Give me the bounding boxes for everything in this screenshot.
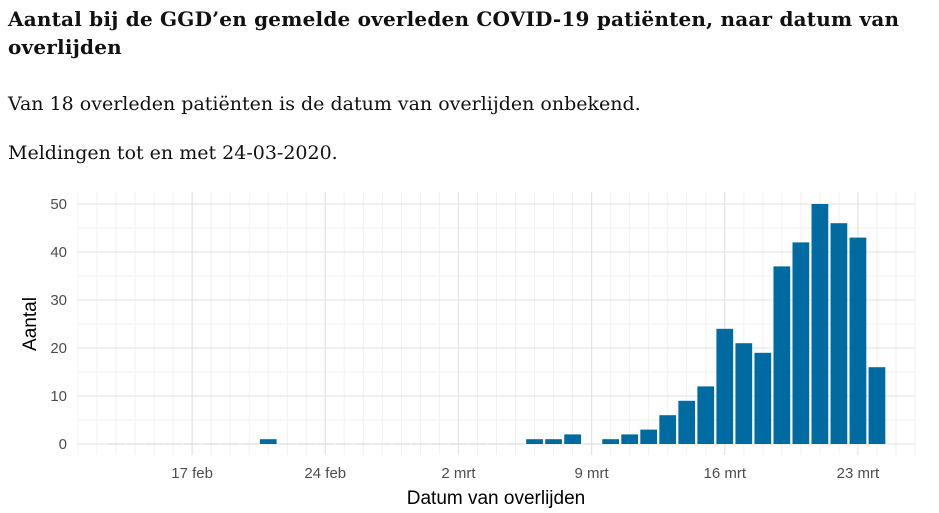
chart-title: Aantal bij de GGD’en gemelde overleden C… — [8, 7, 900, 59]
bars — [107, 204, 886, 445]
bar — [773, 266, 791, 444]
x-tick-label: 17 feb — [171, 465, 213, 482]
bar — [640, 429, 658, 444]
x-tick-label: 24 feb — [304, 465, 346, 482]
x-tick-label: 16 mrt — [704, 465, 747, 482]
bar — [259, 439, 277, 444]
x-axis-ticks: 17 feb 24 feb 2 mrt 9 mrt 16 mrt 23 mrt — [171, 465, 880, 482]
chart-subtitle-unknown-date: Van 18 overleden patiënten is de datum v… — [8, 93, 641, 115]
y-axis-title: Aantal — [20, 297, 41, 351]
y-tick-label: 0 — [59, 436, 67, 453]
bar — [849, 237, 867, 444]
y-tick-label: 30 — [50, 292, 67, 309]
x-tick-label: 2 mrt — [441, 465, 476, 482]
bar — [545, 439, 562, 444]
y-tick-label: 50 — [50, 196, 67, 213]
bar — [830, 223, 848, 444]
bar — [602, 439, 620, 444]
y-tick-label: 10 — [50, 388, 67, 405]
bar — [735, 343, 753, 444]
bar — [659, 415, 677, 444]
bar — [526, 439, 543, 444]
bar — [868, 367, 886, 444]
chart-subtitle-report-date: Meldingen tot en met 24-03-2020. — [8, 142, 338, 164]
x-tick-label: 23 mrt — [837, 465, 880, 482]
bar — [621, 434, 639, 444]
bar — [792, 242, 810, 444]
bar — [564, 434, 581, 444]
bar — [678, 400, 696, 444]
bar — [716, 328, 734, 444]
y-tick-label: 20 — [50, 340, 67, 357]
bar — [754, 352, 772, 444]
y-axis-ticks: 0 10 20 30 40 50 — [50, 196, 67, 453]
x-axis-title: Datum van overlijden — [407, 488, 585, 509]
bar — [697, 386, 715, 444]
bar — [811, 204, 829, 444]
y-tick-label: 40 — [50, 244, 67, 261]
x-tick-label: 9 mrt — [575, 465, 610, 482]
